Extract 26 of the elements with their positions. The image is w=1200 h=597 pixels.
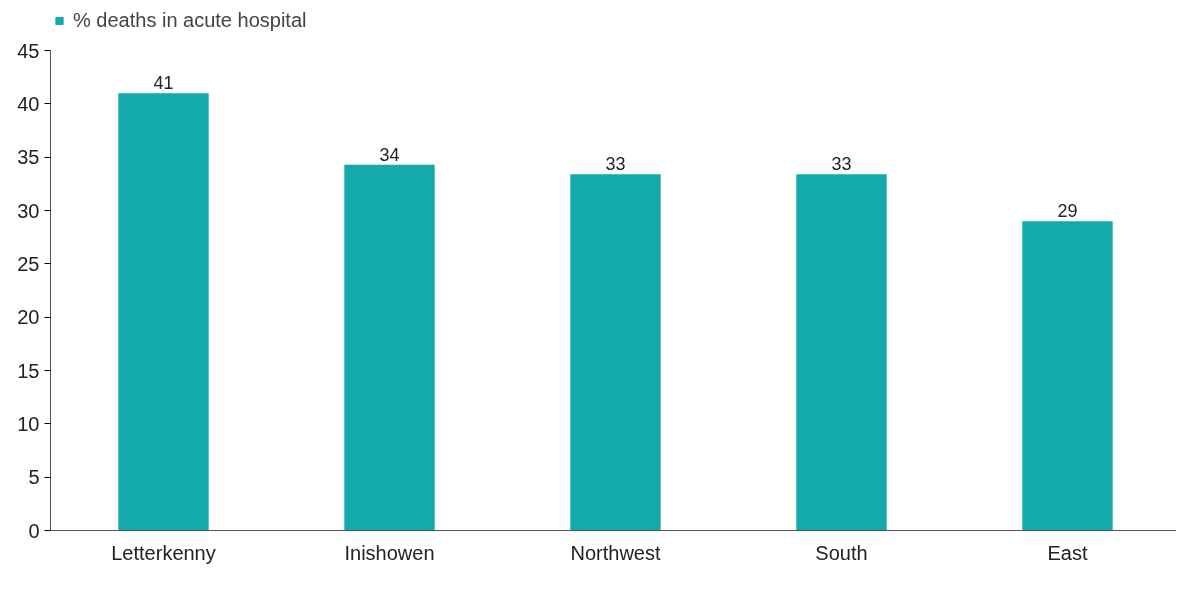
bar	[796, 174, 887, 531]
y-tick-label: 5	[28, 466, 40, 489]
y-tick-label: 25	[17, 252, 40, 275]
data-label: 29	[1057, 201, 1078, 222]
x-tick-label: Inishowen	[344, 541, 435, 564]
x-tick-label: Letterkenny	[111, 541, 216, 564]
bar	[118, 93, 209, 531]
data-label: 34	[379, 144, 400, 165]
data-label: 41	[153, 73, 174, 94]
data-label: 33	[605, 154, 626, 175]
y-tick-label: 35	[17, 146, 40, 169]
x-tick-label: East	[1047, 541, 1088, 564]
x-tick-label: Northwest	[570, 541, 661, 564]
data-label: 33	[831, 154, 852, 175]
y-tick-label: 45	[17, 39, 40, 62]
y-tick-label: 20	[17, 306, 40, 329]
bar	[344, 164, 435, 531]
y-tick-label: 30	[17, 199, 40, 222]
y-tick-label: 0	[28, 519, 40, 542]
y-tick-label: 10	[17, 412, 40, 435]
bar	[1022, 221, 1113, 531]
bar	[570, 174, 661, 531]
y-tick-label: 15	[17, 359, 40, 382]
legend-label: % deaths in acute hospital	[73, 8, 307, 32]
x-tick-label: South	[815, 541, 868, 564]
y-tick-label: 40	[17, 92, 40, 115]
